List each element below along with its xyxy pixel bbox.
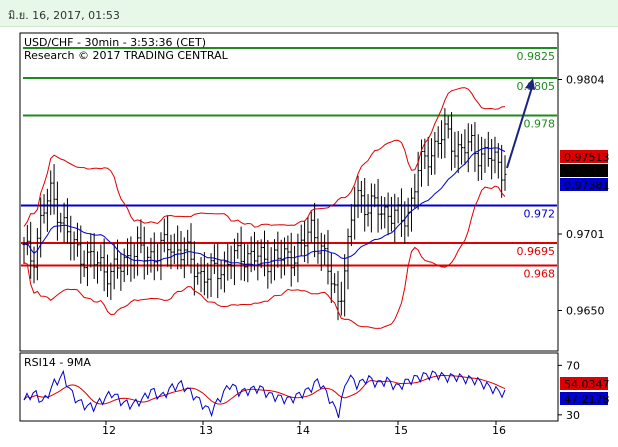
price-tag: [560, 178, 608, 191]
chart-title: USD/CHF - 30min - 3:53:36 (CET): [24, 36, 206, 49]
x-tick-label: 16: [492, 424, 506, 437]
level-label: 0.9825: [517, 50, 556, 63]
level-label: 0.968: [524, 268, 556, 281]
price-tag: [560, 164, 608, 177]
forecast-arrow-head: [525, 78, 535, 90]
x-tick-label: 13: [199, 424, 213, 437]
y-tick-label: 0.9650: [566, 305, 605, 318]
rsi-panel: [19, 352, 559, 422]
rsi-value-tag: [560, 377, 608, 390]
chart-subtitle: Research © 2017 TRADING CENTRAL: [24, 49, 229, 62]
price-tag-label: 0.97513: [564, 151, 610, 164]
x-tick-label: 15: [394, 424, 408, 437]
rsi-tick-label: 70: [566, 359, 580, 372]
price-tag: [560, 150, 608, 163]
x-tick-label: 14: [296, 424, 310, 437]
price-tag-label: 0.97381: [564, 179, 610, 192]
bollinger-upper: [23, 87, 506, 228]
rsi-value-tag: [560, 392, 608, 405]
moving-average: [23, 147, 506, 266]
rsi-value-label: 47.2178: [564, 393, 610, 406]
level-label: 0.9695: [517, 245, 556, 258]
bollinger-lower: [23, 185, 506, 329]
price-tag-label: 0.9745: [564, 165, 603, 178]
forecast-arrow-line: [506, 83, 534, 169]
date-label: มิ.ย. 16, 2017, 01:53: [8, 9, 120, 22]
x-tick-label: 12: [102, 424, 116, 437]
rsi-layer: [23, 369, 506, 418]
top-bar: มิ.ย. 16, 2017, 01:53: [0, 0, 618, 27]
rsi-tick-label: 30: [566, 409, 580, 422]
rsi-title: RSI14 - 9MA: [24, 356, 91, 369]
level-label: 0.978: [524, 118, 556, 131]
y-tick-label: 0.9701: [566, 228, 605, 241]
main-layer: 0.9825 0.9805 0.978 0.972 0.9695 0.968: [21, 47, 608, 329]
level-label: 0.972: [524, 208, 556, 221]
rsi-line: [23, 369, 506, 418]
rsi-ma-line: [23, 375, 506, 405]
level-label: 0.9805: [517, 80, 556, 93]
y-tick-label: 0.9804: [566, 74, 605, 87]
rsi-value-label: 54.0347: [564, 378, 610, 391]
main-panel: [19, 32, 559, 352]
